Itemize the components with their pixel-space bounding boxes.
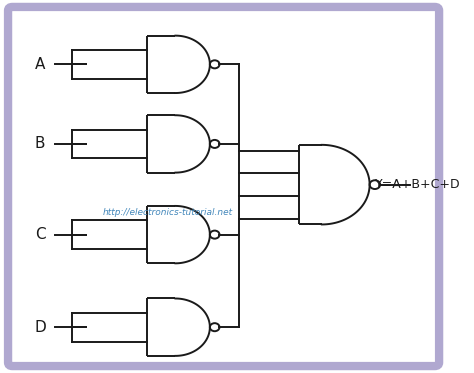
- Text: A: A: [35, 57, 45, 72]
- Text: http://electronics-tutorial.net: http://electronics-tutorial.net: [103, 208, 233, 217]
- Text: B: B: [35, 137, 45, 151]
- Text: Y=A+B+C+D: Y=A+B+C+D: [374, 178, 460, 191]
- Text: D: D: [35, 320, 46, 335]
- Text: C: C: [35, 227, 46, 242]
- FancyBboxPatch shape: [8, 7, 439, 366]
